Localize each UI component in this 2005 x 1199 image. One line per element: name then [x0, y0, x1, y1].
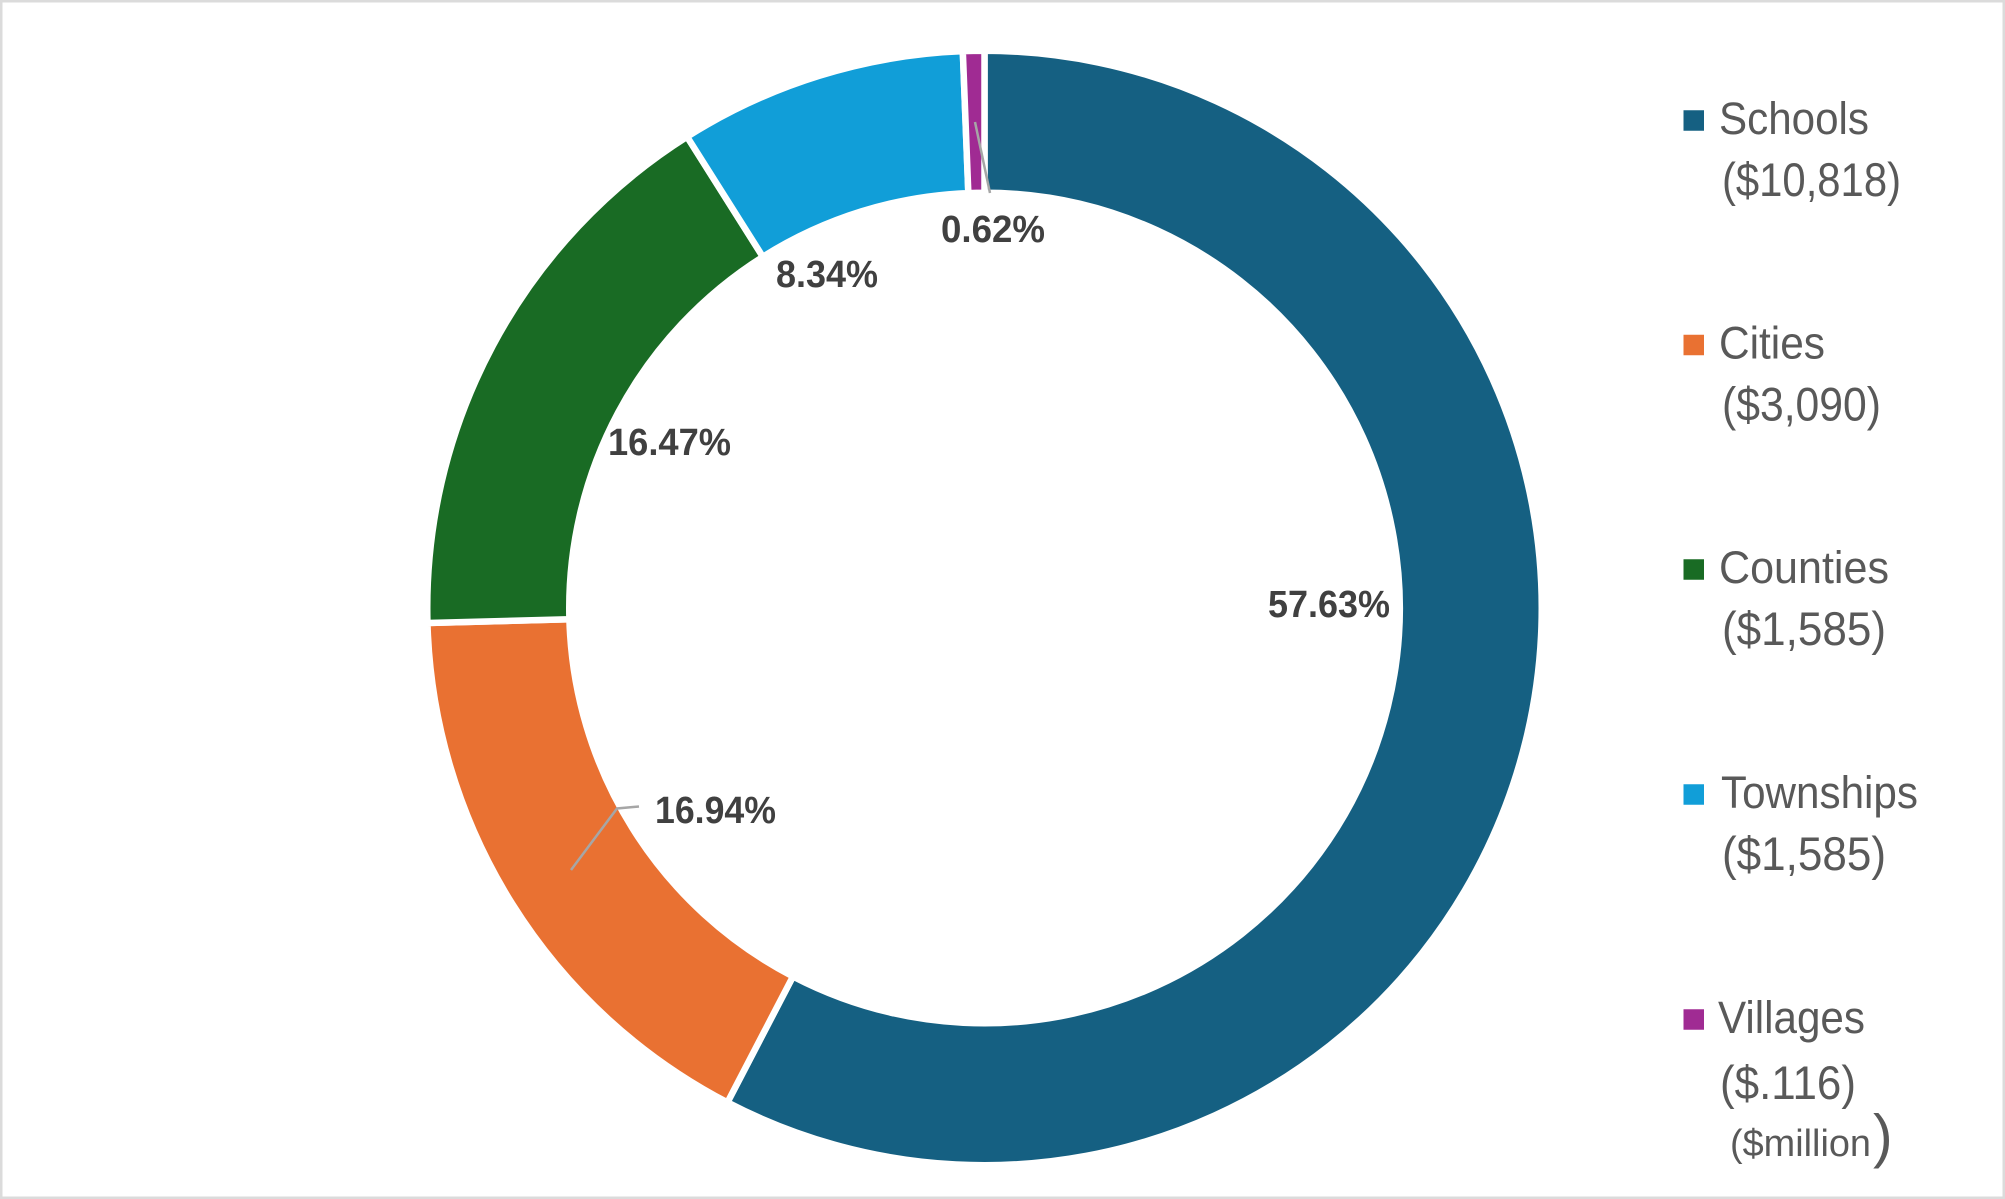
svg-text:($3,090): ($3,090) — [1722, 378, 1881, 431]
svg-text:($1,585): ($1,585) — [1722, 827, 1886, 880]
svg-text:0.62%: 0.62% — [941, 209, 1045, 251]
svg-text:16.47%: 16.47% — [608, 422, 731, 464]
svg-text:($.116): ($.116) — [1720, 1056, 1856, 1109]
svg-text:Townships: Townships — [1721, 767, 1918, 818]
svg-text:16.94%: 16.94% — [655, 790, 776, 832]
svg-text:57.63%: 57.63% — [1268, 584, 1390, 626]
svg-text:($1,585): ($1,585) — [1722, 602, 1886, 655]
svg-text:Counties: Counties — [1719, 542, 1889, 593]
svg-text:($10,818): ($10,818) — [1722, 153, 1901, 206]
svg-text:Villages: Villages — [1718, 992, 1865, 1043]
svg-text:($million: ($million — [1730, 1123, 1871, 1165]
svg-text:Schools: Schools — [1719, 93, 1869, 144]
svg-text:Cities: Cities — [1719, 318, 1825, 369]
svg-text:): ) — [1873, 1103, 1893, 1169]
svg-text:8.34%: 8.34% — [776, 254, 878, 296]
